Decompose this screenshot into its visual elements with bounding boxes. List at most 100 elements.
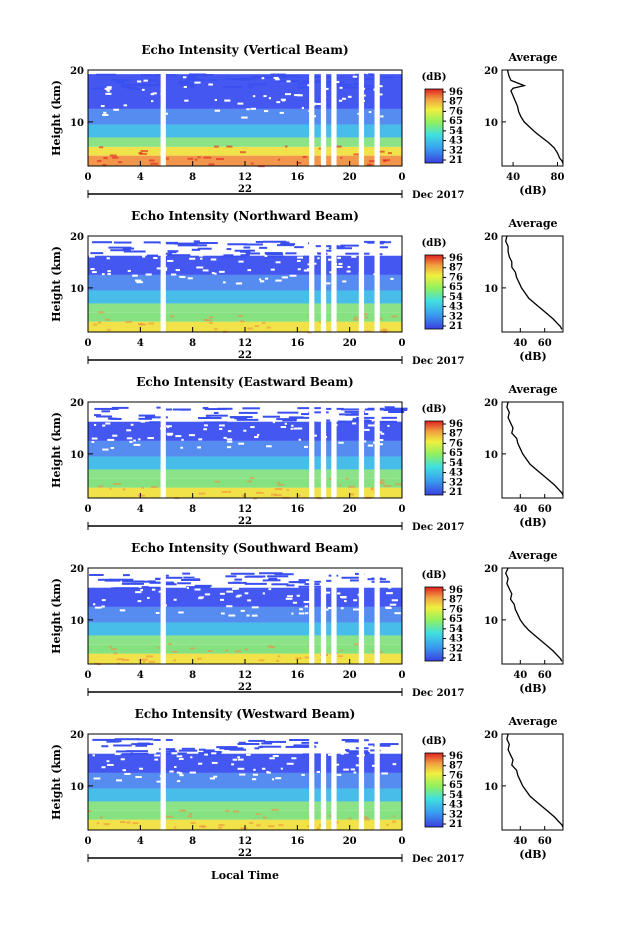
heatmap-gap-speck [337,256,341,259]
heatmap-gap-speck [337,592,341,595]
heatmap-streak [349,579,362,582]
heatmap-gap-speck [284,422,287,425]
heatmap-gap-speck [137,600,142,603]
x-tick-label: 20 [343,670,357,681]
heatmap-streak [298,82,306,85]
heatmap-gap-speck [176,771,180,774]
heatmap-streak [229,416,253,419]
heatmap-fleck [225,649,229,652]
heatmap-streak [197,247,212,250]
heatmap-gap-speck [179,774,184,777]
heatmap-streak [191,248,201,251]
colorbar-label: 76 [449,770,463,781]
heatmap-gap-speck [138,438,141,441]
heatmap-streak [345,740,361,743]
heatmap-gap-speck [291,424,294,427]
heatmap-gap-speck [120,758,125,761]
heatmap-streak [368,73,374,76]
heatmap-gap-speck [235,282,243,285]
heatmap-fleck [270,646,275,649]
heatmap-fleck [228,490,232,493]
heatmap-gap-speck [353,771,357,774]
data-gap [374,734,380,830]
heatmap-gap-speck [352,608,360,611]
x-tick-label: 8 [189,504,196,515]
heatmap-streak [116,81,123,84]
heatmap-fleck [383,484,392,487]
heatmap-fleck [379,329,385,332]
heatmap-streak [375,241,392,244]
heatmap-fleck [295,657,302,660]
heatmap-fleck [380,479,385,482]
colorbar-label: 54 [449,790,463,801]
data-gap [309,402,315,498]
y-axis-label: Height (km) [50,246,63,322]
heatmap-gap-speck [226,590,234,593]
heatmap-gap-speck [257,433,260,436]
heatmap-streak [237,742,260,745]
heatmap-gap-speck [227,440,233,443]
heatmap-streak [110,249,131,252]
heatmap-fleck [353,318,359,321]
heatmap-streak [383,409,408,412]
x-tick-label: 4 [137,172,144,183]
heatmap-gap-speck [389,603,397,606]
heatmap-streak [340,244,364,247]
heatmap-gap-speck [273,76,279,79]
heatmap-streak [358,87,377,90]
heatmap-streak [276,244,295,247]
heatmap-gap-speck [127,269,131,272]
colorbar-label: 65 [449,116,463,127]
heatmap-streak [328,247,353,250]
heatmap-gap-speck [289,274,297,277]
heatmap-gap-speck [352,422,357,425]
heatmap-streak [247,83,267,86]
heatmap-gap-speck [214,109,221,112]
date-day: 22 [238,184,252,195]
x-tick-label: 12 [238,504,252,515]
heatmap-fleck [354,316,358,319]
heatmap-gap-speck [222,281,226,284]
heatmap-streak [352,418,363,421]
heatmap-gap-speck [392,763,397,766]
colorbar-label: 21 [449,653,463,664]
profile-y-tick-label: 10 [484,118,498,129]
heatmap-gap-speck [211,272,215,275]
heatmap-gap-speck [136,80,142,83]
heatmap-fleck [340,649,343,652]
heatmap-streak [186,586,211,589]
heatmap-fleck [139,152,148,155]
heatmap-streak [114,738,140,741]
heatmap-streak [89,573,104,576]
heatmap-gap-speck [140,589,144,592]
heatmap-fleck [370,488,375,491]
profile-x-tick-label: 40 [513,836,527,847]
y-axis-label: Height (km) [50,578,63,654]
panel-title: Echo Intensity (Vertical Beam) [141,43,348,57]
heatmap-gap-speck [338,262,343,265]
heatmap-gap-speck [107,272,111,275]
heatmap-streak [183,576,195,579]
heatmap-gap-speck [145,273,152,276]
colorbar-label: 96 [449,419,463,430]
heatmap-fleck [109,487,112,490]
heatmap-fleck [226,145,233,148]
heatmap-streak [363,84,373,87]
heatmap-gap-speck [298,612,305,615]
data-gap [320,402,327,498]
heatmap-gap-speck [341,97,347,100]
colorbar-label: 87 [449,595,463,606]
heatmap-fleck [255,491,264,494]
heatmap-band [88,810,402,820]
heatmap-fleck [216,158,225,161]
heatmap-fleck [335,145,342,148]
panel-title: Echo Intensity (Southward Beam) [131,541,359,555]
heatmap-gap-speck [141,88,145,91]
heatmap-band [88,487,402,498]
heatmap-gap-speck [194,81,201,84]
heatmap-streak [356,416,379,419]
heatmap-gap-speck [91,440,95,443]
heatmap-streak [261,742,273,745]
heatmap-streak [345,413,360,416]
heatmap-gap-speck [346,270,351,273]
